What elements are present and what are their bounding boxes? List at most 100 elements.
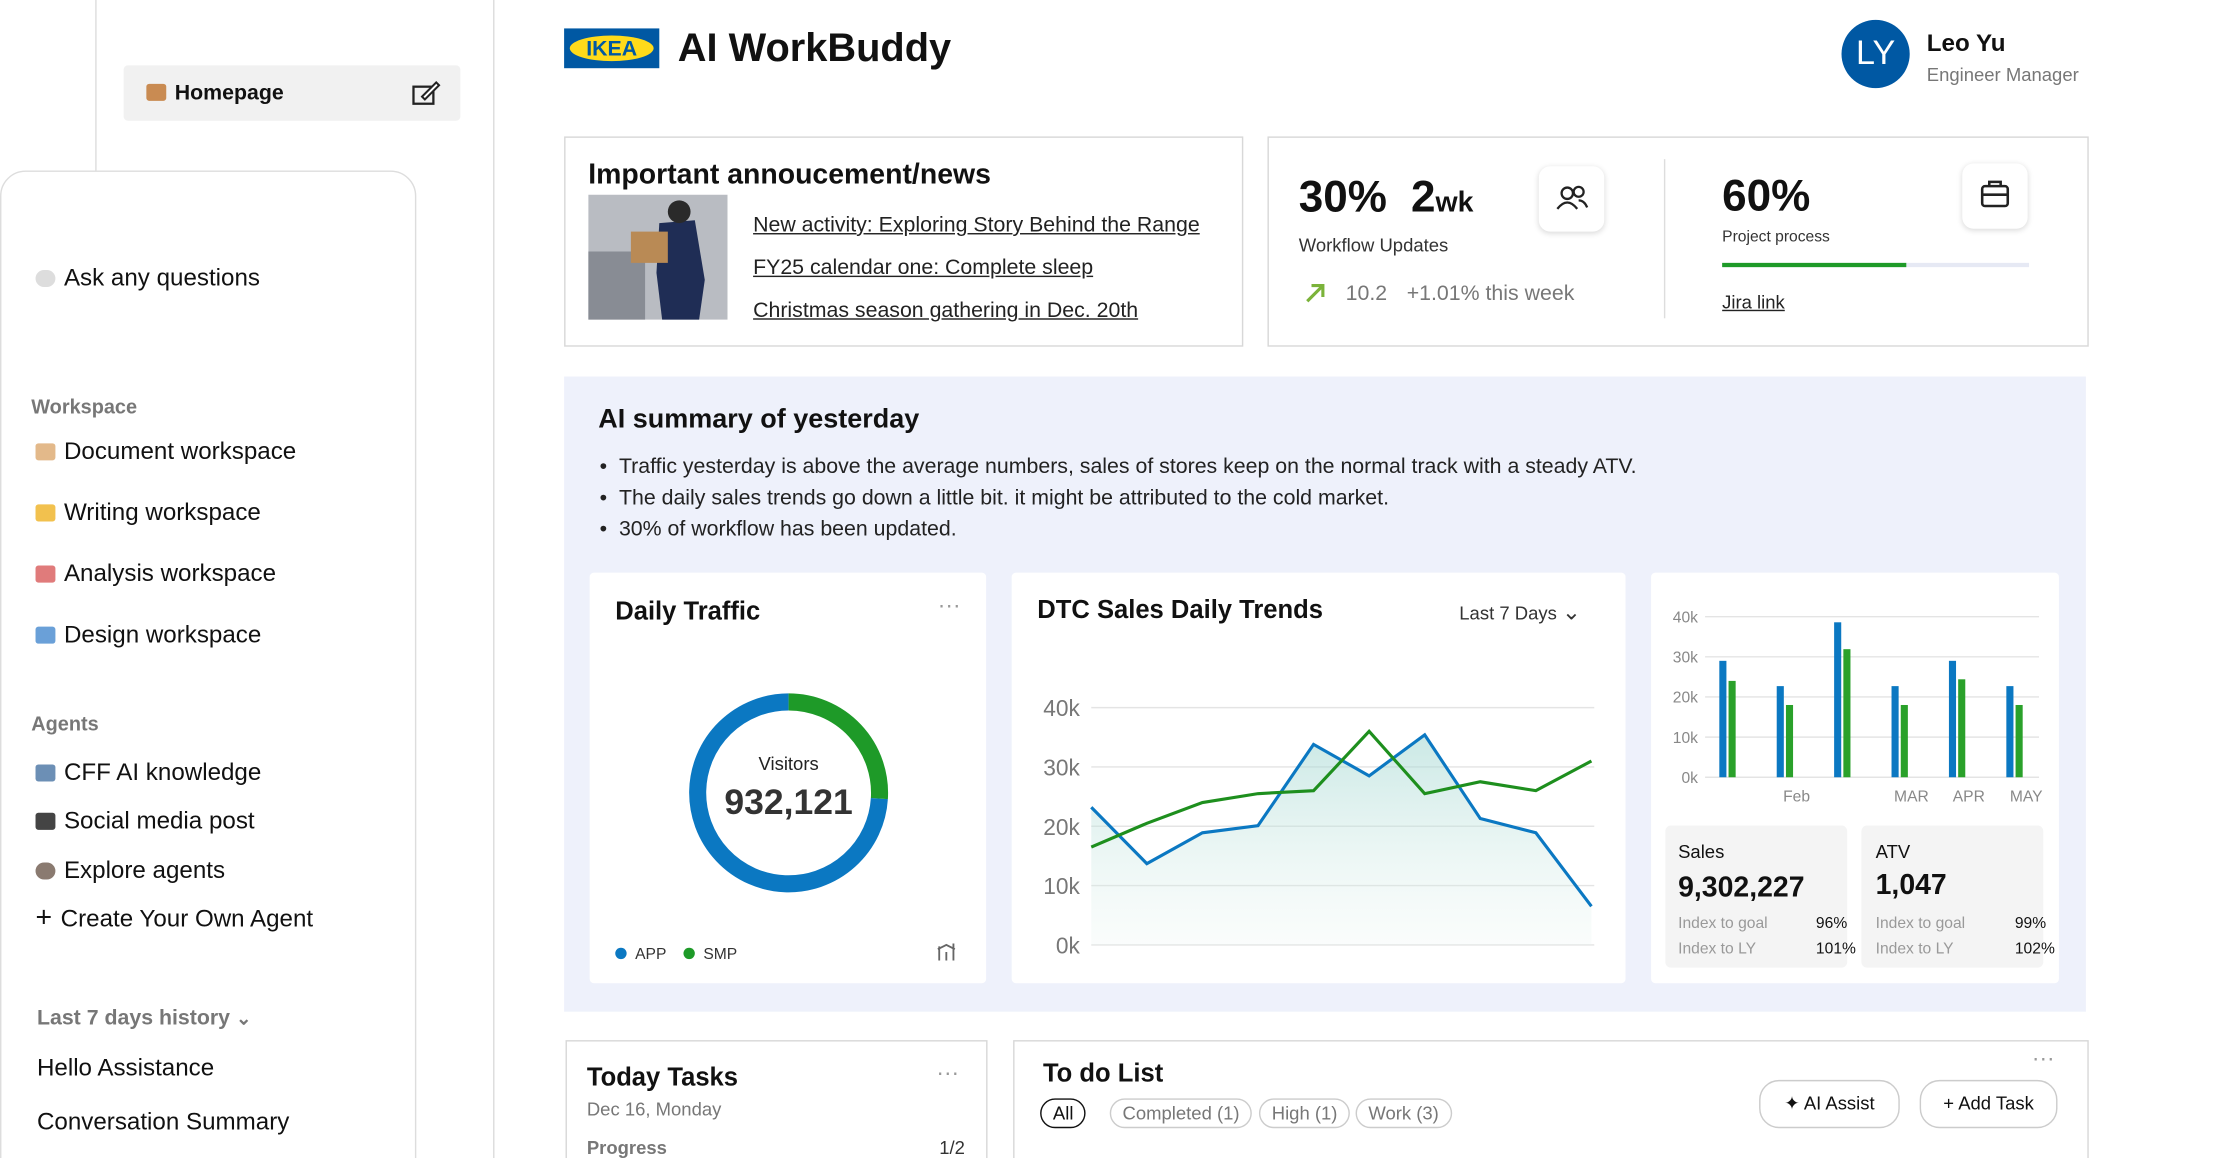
agent-item[interactable]: CFF AI knowledge [35, 758, 262, 787]
trend-change: +1.01% this week [1406, 281, 1575, 306]
legend-label: SMP [703, 946, 737, 963]
bar [1776, 686, 1784, 778]
agent-item[interactable]: Explore agents [35, 856, 226, 885]
bar [1891, 686, 1899, 778]
legend-label: APP [635, 946, 666, 963]
bar [1948, 660, 1957, 778]
y-tick-label: 30k [1673, 650, 1698, 667]
bar [1719, 660, 1727, 778]
divider [95, 0, 97, 171]
history-toggle[interactable]: Last 7 days history ⌄ [36, 1006, 252, 1031]
kpi-card: ATV 1,047 Index to goal 99% Index to LY … [1861, 825, 2055, 968]
workspace-item[interactable]: Analysis workspace [35, 560, 277, 588]
workflow-duration: 2wk [1411, 172, 1473, 223]
workspace-label: Design workspace [63, 620, 262, 648]
more-menu[interactable]: ··· [936, 1061, 960, 1086]
chart-icon [937, 943, 956, 961]
news-link[interactable]: FY25 calendar one: Complete sleep [753, 255, 1094, 280]
kpi-sub-value: 96% [1815, 915, 1848, 933]
summary-title: AI summary of yesterday [598, 404, 920, 435]
people-icon [1539, 166, 1604, 231]
y-tick-label: 40k [1673, 609, 1698, 626]
kpi-sub-label: Index to LY [1678, 940, 1757, 958]
y-tick-label: 10k [1673, 730, 1698, 747]
news-link[interactable]: Christmas season gathering in Dec. 20th [753, 298, 1139, 323]
filter-pill[interactable]: All [1040, 1098, 1087, 1129]
bar [2015, 704, 2023, 778]
center-value: 932,121 [724, 782, 852, 822]
agent-item[interactable]: Social media post [35, 807, 255, 835]
logo: IKEA [564, 28, 660, 69]
project-label: Project process [1722, 228, 1830, 246]
ai-assist-button[interactable]: ✦ AI Assist [1759, 1079, 1900, 1129]
app-title: AI WorkBuddy [677, 25, 952, 70]
agent-label: CFF AI knowledge [63, 758, 262, 786]
range-label: Last 7 Days [1459, 602, 1557, 624]
agent-item[interactable]: + Create Your Own Agent [35, 902, 314, 934]
x-tick-label: Feb [1783, 788, 1810, 805]
traffic-card [589, 572, 987, 984]
workspace-item[interactable]: Design workspace [35, 620, 262, 649]
homepage-label: Homepage [174, 80, 284, 106]
ask-item[interactable]: Ask any questions [35, 264, 260, 292]
center-label: Visitors [759, 753, 819, 774]
project-percent: 60% [1722, 170, 1811, 221]
jira-link[interactable]: Jira link [1722, 291, 1785, 313]
history-item[interactable]: Conversation Summary [36, 1108, 290, 1136]
chart-title: DTC Sales Daily Trends [1037, 595, 1323, 624]
card-title: Important annoucement/news [588, 159, 991, 191]
filter-pill[interactable]: High (1) [1258, 1098, 1351, 1129]
filter-pill[interactable]: Work (3) [1355, 1098, 1452, 1129]
area [1091, 734, 1592, 945]
bullet-text: Traffic yesterday is above the average n… [618, 454, 1637, 479]
summary-bullet: • The daily sales trends go down a littl… [599, 485, 1390, 511]
y-tick-label: 30k [1043, 754, 1080, 780]
trend-value: 10.2 [1345, 281, 1388, 306]
kpi-card: Sales 9,302,227 Index to goal 96% Index … [1665, 825, 1856, 968]
more-menu[interactable]: ··· [2031, 1047, 2055, 1072]
donut-segment [788, 693, 889, 800]
x-tick-label: APR [1953, 788, 1985, 805]
x-tick-label: MAR [1894, 788, 1929, 805]
avatar[interactable]: LY [1841, 19, 1910, 89]
more-menu[interactable]: ··· [937, 593, 961, 619]
donut-segment [689, 693, 888, 893]
bar [1728, 680, 1736, 778]
kpi-value: 1,047 [1875, 869, 1947, 901]
workspace-label: Writing workspace [63, 498, 261, 526]
kpi-sub-label: Index to goal [1875, 915, 1966, 933]
edit-icon[interactable] [411, 80, 442, 108]
chart-title: Daily Traffic [615, 596, 761, 626]
trend-icon [1306, 284, 1325, 303]
summary-bullet: • Traffic yesterday is above the average… [599, 454, 1637, 479]
range-selector[interactable]: Last 7 Days ⌄ [1459, 601, 1582, 626]
news-link[interactable]: New activity: Exploring Story Behind the… [753, 213, 1200, 238]
add-task-button[interactable]: + Add Task [1919, 1079, 2058, 1129]
duration-unit: wk [1435, 187, 1474, 219]
y-tick-label: 0k [1681, 770, 1698, 787]
sidebar-panel [0, 170, 417, 1158]
section-heading: Workspace [31, 395, 138, 418]
workspace-item[interactable]: Document workspace [35, 438, 296, 466]
progress-count: 1/2 [939, 1136, 965, 1158]
homepage-button[interactable]: Homepage [123, 65, 461, 121]
logo-text: IKEA [586, 36, 638, 62]
filter-pill[interactable]: Completed (1) [1109, 1098, 1253, 1129]
agent-label: Create Your Own Agent [60, 905, 314, 933]
bar [1834, 622, 1842, 778]
plus-icon: + [35, 902, 53, 934]
news-image [588, 194, 728, 320]
line [1090, 729, 1593, 849]
workflow-label: Workflow Updates [1298, 234, 1449, 256]
kpi-sub-value: 101% [1815, 940, 1856, 958]
agent-label: Social media post [63, 807, 255, 835]
kpi-sub-label: Index to goal [1678, 915, 1768, 933]
history-item[interactable]: Hello Assistance [36, 1054, 215, 1082]
agent-label: Explore agents [63, 856, 226, 884]
x-tick-label: MAY [2010, 788, 2043, 805]
workspace-item[interactable]: Writing workspace [35, 498, 261, 527]
bar [1843, 649, 1851, 778]
card-title: To do List [1042, 1058, 1164, 1088]
duration-value: 2 [1410, 171, 1436, 222]
legend-swatch [683, 947, 695, 960]
